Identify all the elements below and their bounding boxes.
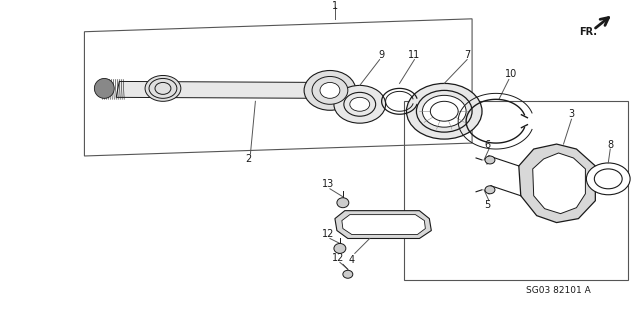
- Ellipse shape: [145, 76, 181, 101]
- Ellipse shape: [430, 101, 458, 121]
- Ellipse shape: [94, 78, 115, 98]
- Ellipse shape: [485, 186, 495, 194]
- Text: SG03 82101 A: SG03 82101 A: [526, 286, 591, 295]
- Ellipse shape: [422, 95, 466, 127]
- Ellipse shape: [595, 169, 622, 189]
- Text: 11: 11: [408, 49, 420, 60]
- Ellipse shape: [149, 78, 177, 98]
- Polygon shape: [335, 211, 431, 239]
- Ellipse shape: [417, 90, 472, 132]
- Text: 12: 12: [322, 228, 334, 239]
- Ellipse shape: [304, 70, 356, 110]
- Polygon shape: [519, 144, 595, 223]
- Text: 2: 2: [245, 154, 252, 164]
- Ellipse shape: [334, 85, 386, 123]
- Ellipse shape: [344, 93, 376, 116]
- Text: 6: 6: [484, 140, 490, 150]
- Text: 4: 4: [349, 255, 355, 265]
- Text: 10: 10: [505, 70, 517, 79]
- Text: 9: 9: [379, 49, 385, 60]
- Text: 5: 5: [484, 200, 490, 210]
- Ellipse shape: [320, 82, 340, 98]
- Ellipse shape: [151, 79, 175, 97]
- Ellipse shape: [334, 243, 346, 253]
- Polygon shape: [116, 81, 325, 98]
- Ellipse shape: [406, 84, 482, 139]
- Polygon shape: [532, 153, 586, 214]
- Text: 3: 3: [568, 109, 575, 119]
- Text: 13: 13: [322, 179, 334, 189]
- Text: 12: 12: [332, 253, 344, 263]
- Ellipse shape: [155, 82, 171, 94]
- Text: FR.: FR.: [579, 27, 597, 37]
- Polygon shape: [342, 215, 426, 234]
- Ellipse shape: [343, 270, 353, 278]
- Ellipse shape: [350, 97, 370, 111]
- Ellipse shape: [337, 198, 349, 208]
- Ellipse shape: [485, 156, 495, 164]
- Text: 7: 7: [464, 49, 470, 60]
- Text: 1: 1: [332, 1, 338, 11]
- Ellipse shape: [586, 163, 630, 195]
- Ellipse shape: [312, 77, 348, 104]
- Text: 8: 8: [607, 140, 613, 150]
